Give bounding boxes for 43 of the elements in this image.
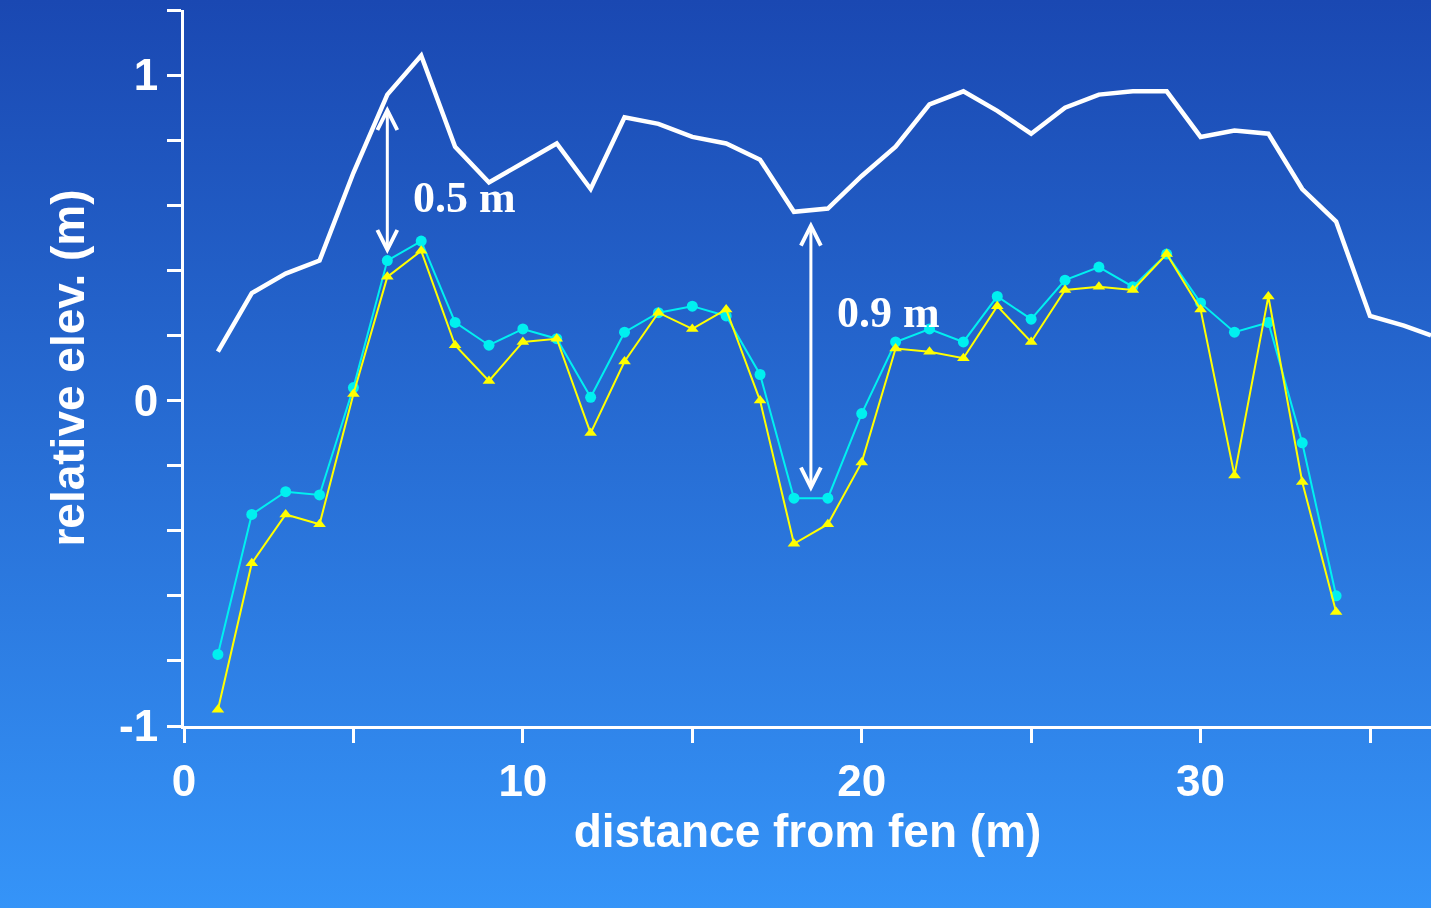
point <box>856 408 868 420</box>
point <box>381 255 393 267</box>
point <box>889 342 902 352</box>
point <box>855 456 869 466</box>
point <box>280 486 292 498</box>
y-axis-title: relative elev. (m) <box>42 189 95 547</box>
annotation: 0.5 m <box>413 173 516 222</box>
point <box>212 648 224 660</box>
point <box>991 290 1003 302</box>
point <box>719 303 733 313</box>
x-tick-label: 20 <box>837 755 887 805</box>
x-tick-label: 30 <box>1176 755 1226 805</box>
point <box>1296 437 1308 449</box>
point <box>449 316 461 328</box>
x-tick-label: 0 <box>171 755 197 805</box>
point <box>822 492 834 504</box>
annotation: 0.9 m <box>837 288 940 337</box>
point <box>517 323 529 335</box>
y-tick-label: 0 <box>133 375 159 425</box>
point <box>686 300 698 312</box>
point <box>1025 313 1037 325</box>
point <box>415 235 427 247</box>
point <box>1262 290 1275 300</box>
point <box>788 492 800 504</box>
point <box>1059 274 1071 286</box>
point <box>754 369 766 381</box>
point <box>1093 261 1105 273</box>
point <box>619 326 631 338</box>
point <box>314 489 326 501</box>
y-tick-label: 1 <box>133 50 159 100</box>
point <box>483 339 495 351</box>
x-axis-title: distance from fen (m) <box>573 804 1042 857</box>
x-tick-label: 10 <box>498 755 548 805</box>
point <box>1228 326 1240 338</box>
point <box>279 508 293 518</box>
point <box>245 557 259 567</box>
line-series <box>215 53 1431 354</box>
point <box>618 355 631 365</box>
y-tick-label: -1 <box>119 701 159 751</box>
point <box>246 508 258 520</box>
point <box>957 336 969 348</box>
point <box>585 391 597 403</box>
point <box>1194 303 1207 313</box>
